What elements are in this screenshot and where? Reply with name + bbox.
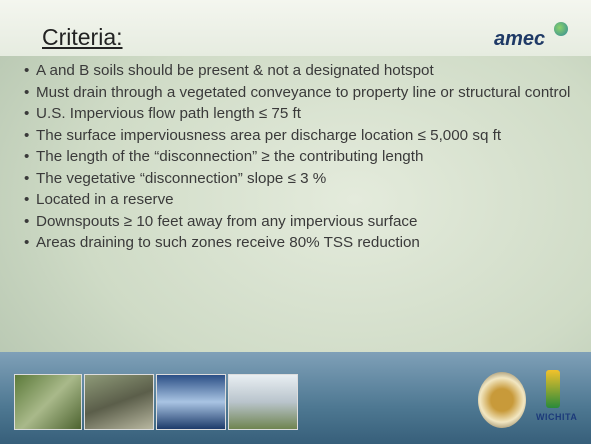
city-emblem	[546, 370, 560, 408]
criteria-item: The length of the “disconnection” ≥ the …	[24, 146, 572, 168]
slide-title: Criteria:	[42, 24, 123, 51]
criteria-item: Located in a reserve	[24, 189, 572, 211]
criteria-item: Must drain through a vegetated conveyanc…	[24, 82, 572, 104]
photo	[156, 374, 226, 430]
logo-icon	[554, 22, 568, 36]
slide: Criteria: amec A and B soils should be p…	[0, 0, 591, 444]
photo	[84, 374, 154, 430]
criteria-item: U.S. Impervious flow path length ≤ 75 ft	[24, 103, 572, 125]
criteria-item: Areas draining to such zones receive 80%…	[24, 232, 572, 254]
photo	[14, 374, 82, 430]
photo	[228, 374, 298, 430]
criteria-item: The surface imperviousness area per disc…	[24, 125, 572, 147]
company-logo: amec	[494, 28, 545, 51]
criteria-item: The vegetative “disconnection” slope ≤ 3…	[24, 168, 572, 190]
city-logo-text: WICHITA	[536, 412, 577, 422]
criteria-item: A and B soils should be present & not a …	[24, 60, 572, 82]
criteria-list: A and B soils should be present & not a …	[24, 60, 572, 254]
county-seal	[478, 372, 526, 428]
criteria-item: Downspouts ≥ 10 feet away from any imper…	[24, 211, 572, 233]
